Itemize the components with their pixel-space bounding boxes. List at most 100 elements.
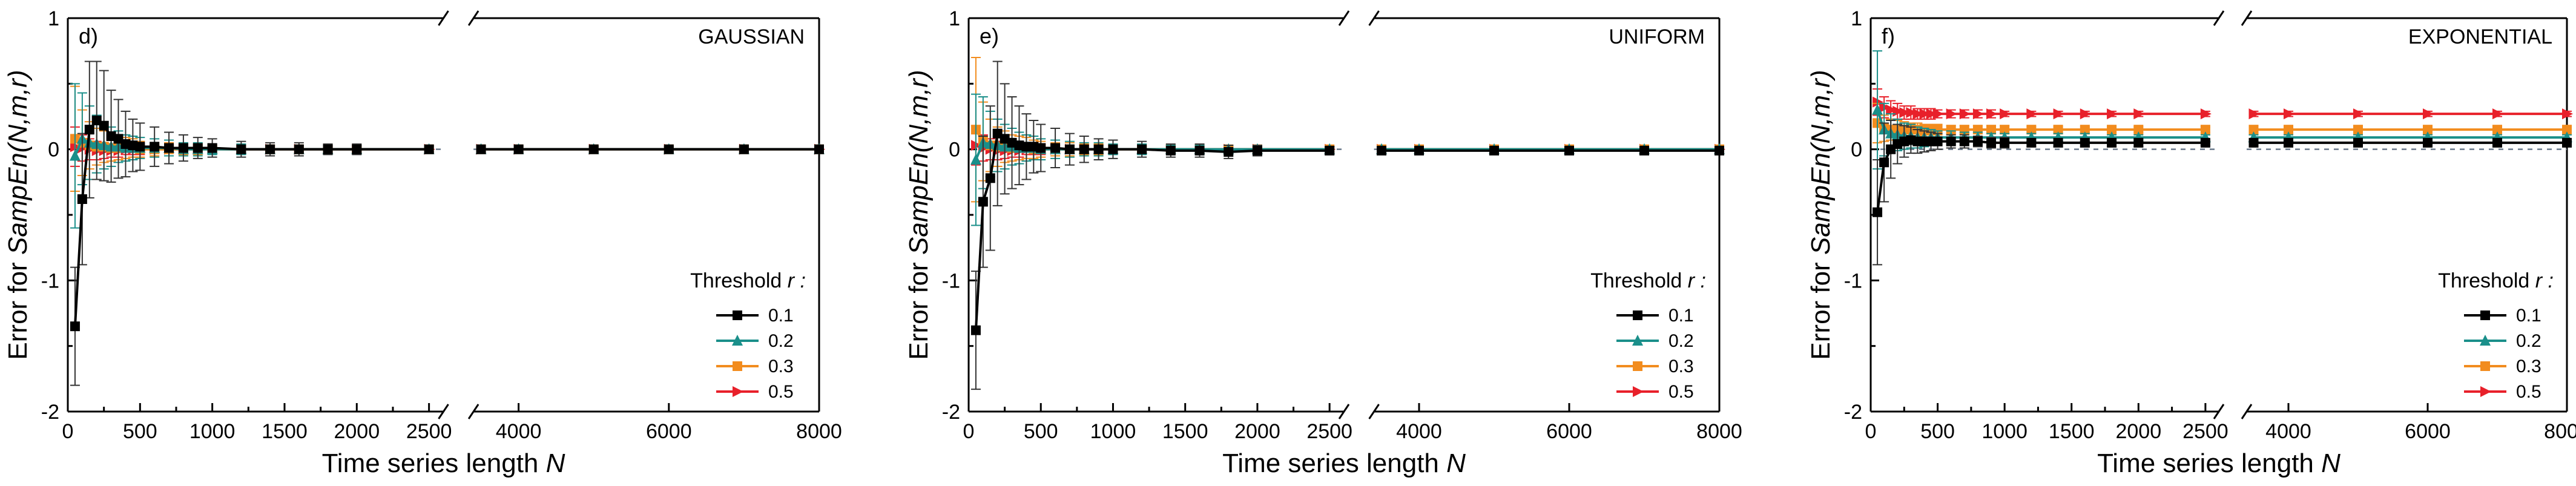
legend-title-variable: r :: [1688, 269, 1706, 292]
data-point: [2200, 125, 2210, 135]
x-tick-label: 8000: [2544, 420, 2576, 443]
legend-title-variable: r :: [2535, 269, 2554, 292]
y-axis-label-variable: SampEn(N,m,r): [3, 70, 33, 255]
x-tick-label: 4000: [2265, 420, 2311, 443]
y-tick-label: -1: [1844, 269, 1862, 292]
series-0.3: [970, 57, 1724, 203]
panel-title: UNIFORM: [1609, 25, 1705, 48]
data-point: [323, 144, 333, 154]
data-point: [1946, 108, 1957, 120]
y-tick-label: -2: [942, 401, 960, 424]
data-point: [2492, 137, 2502, 148]
data-point: [1972, 108, 1984, 120]
data-point: [2080, 108, 2091, 120]
series-line: [974, 131, 1330, 330]
data-point: [1972, 136, 1983, 146]
x-tick-label: 0: [62, 420, 74, 443]
legend-marker: [2480, 310, 2490, 320]
data-point: [1886, 104, 1897, 116]
data-point: [1252, 145, 1262, 156]
x-axis-label-text: Time series length: [1222, 448, 1446, 478]
x-tick-label: 2000: [1234, 420, 1280, 443]
y-axis-label-text: Error for: [904, 255, 934, 360]
data-point: [193, 143, 203, 153]
data-point: [2107, 108, 2118, 120]
x-tick-label: 4000: [496, 420, 542, 443]
data-point: [77, 194, 87, 204]
data-point: [1986, 137, 1997, 148]
data-point: [1926, 108, 1937, 120]
data-point: [178, 143, 188, 153]
x-tick-label: 1000: [1090, 420, 1136, 443]
y-tick-label: 0: [1851, 139, 1862, 162]
data-point: [2562, 125, 2572, 135]
x-axis-label: Time series length N: [1222, 448, 1466, 478]
y-tick-label: -2: [1844, 401, 1862, 424]
data-point: [2053, 137, 2063, 148]
data-point: [164, 143, 174, 153]
data-point: [1872, 103, 1883, 115]
data-point: [2562, 108, 2573, 120]
x-tick-label: 8000: [796, 420, 842, 443]
x-axis-label-variable: N: [546, 448, 565, 478]
data-point: [2353, 108, 2364, 120]
data-point: [2248, 125, 2259, 135]
legend-marker: [1633, 361, 1642, 371]
panel-title: GAUSSIAN: [698, 25, 805, 48]
data-point: [1873, 207, 1883, 217]
legend-marker: [733, 310, 742, 320]
axis-break-mark: [2241, 10, 2253, 26]
data-point: [2353, 125, 2363, 135]
y-axis-label-text: Error for: [3, 255, 33, 360]
data-point: [1639, 145, 1649, 156]
y-tick-label: 1: [949, 7, 960, 30]
legend-item-label: 0.1: [1668, 306, 1694, 326]
x-tick-label: 2000: [334, 420, 380, 443]
chart-panel-2: 0 500 1000 1500 2000 2500 4000 6000 8000 -2 -1 0 1 Ti…: [904, 7, 1742, 478]
data-point: [1165, 145, 1176, 156]
x-tick-label: 0: [963, 420, 975, 443]
axis-break-mark: [1368, 404, 1380, 419]
y-axis-label: Error for SampEn(N,m,r): [3, 70, 33, 360]
data-point: [2133, 125, 2144, 135]
data-point: [1564, 145, 1574, 156]
y-tick-label: 0: [48, 139, 59, 162]
data-point: [2000, 137, 2010, 148]
data-point: [970, 154, 981, 165]
data-point: [1137, 144, 1147, 154]
legend-item-label: 0.1: [2516, 306, 2541, 326]
axis-break-mark: [438, 404, 449, 419]
x-tick-label: 1500: [262, 420, 308, 443]
data-point: [1899, 107, 1911, 118]
data-point: [814, 144, 824, 154]
data-point: [985, 173, 995, 183]
legend-title: Threshold r :: [690, 269, 806, 292]
data-point: [1946, 136, 1956, 146]
legend-marker: [2480, 386, 2491, 397]
data-point: [69, 149, 81, 161]
x-tick-label: 6000: [1546, 420, 1592, 443]
y-tick-label: 1: [48, 7, 59, 30]
legend-marker: [732, 335, 743, 346]
data-point: [2026, 108, 2038, 120]
y-axis-label-text: Error for: [1806, 255, 1836, 360]
data-point: [1377, 145, 1386, 156]
data-point: [1093, 144, 1104, 154]
data-point: [1224, 147, 1234, 157]
legend-item-label: 0.1: [768, 306, 794, 326]
axis-break-mark: [1338, 404, 1350, 419]
x-tick-label: 0: [1865, 420, 1877, 443]
y-tick-label: -1: [942, 269, 960, 292]
data-point: [352, 144, 362, 154]
legend-title: Threshold r :: [2438, 269, 2554, 292]
series-0.1: [70, 61, 824, 386]
data-point: [1194, 145, 1205, 156]
data-point: [1959, 136, 1969, 146]
data-point: [513, 144, 524, 154]
x-tick-label: 500: [1024, 420, 1058, 443]
data-point: [2107, 125, 2117, 135]
data-point: [2284, 137, 2293, 148]
y-axis-label: Error for SampEn(N,m,r): [1806, 70, 1836, 360]
data-point: [1932, 108, 1944, 120]
